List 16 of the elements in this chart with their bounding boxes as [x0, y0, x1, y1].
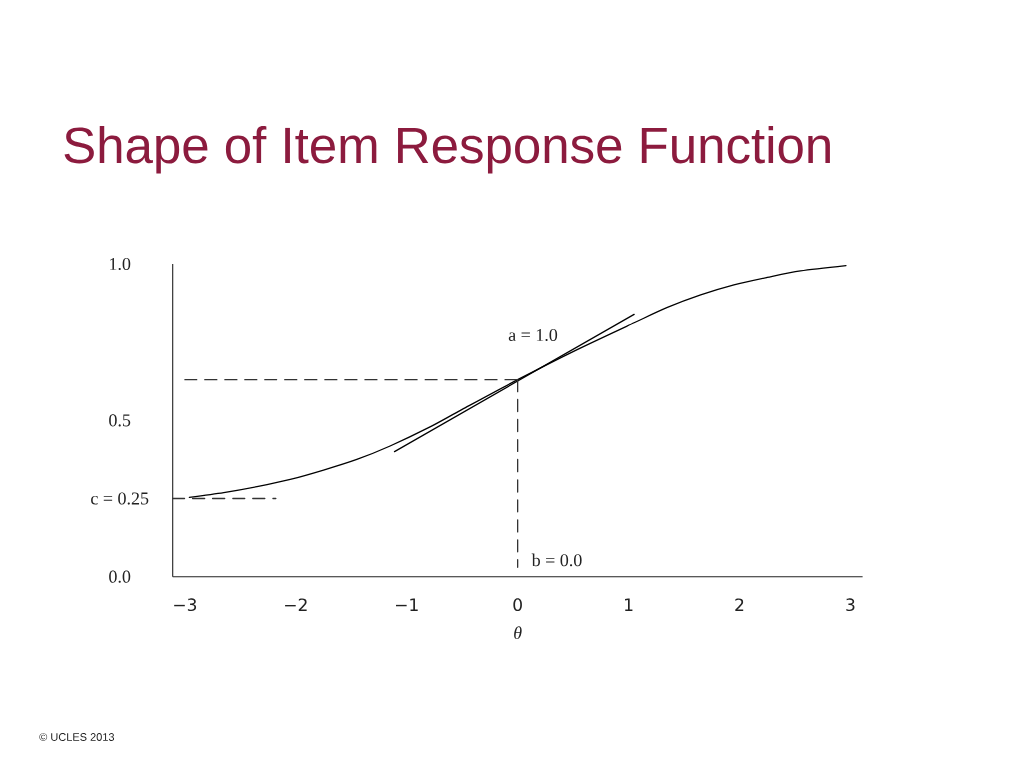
- x-tick-label: 0: [513, 598, 522, 612]
- x-axis-title: θ: [514, 626, 522, 640]
- chart-title: Shape of Item Response Function: [64, 126, 830, 174]
- y-tick-label: 0.0: [109, 570, 131, 583]
- x-tick-label: 3: [846, 598, 855, 612]
- annotation: a = 1.0: [508, 328, 558, 342]
- y-tick-label: 1.0: [110, 257, 131, 271]
- x-tick-label: −3: [174, 598, 197, 612]
- x-tick-label: 2: [735, 598, 744, 612]
- annotation: b = 0.0: [531, 553, 582, 567]
- text: © UCLES 2013: [39, 733, 115, 741]
- y-tick-label: 0.5: [109, 414, 131, 427]
- y-tick-label: c = 0.25: [91, 492, 149, 505]
- x-tick-label: 1: [625, 598, 633, 611]
- x-tick-label: −2: [285, 598, 307, 612]
- x-tick-label: −1: [396, 598, 418, 611]
